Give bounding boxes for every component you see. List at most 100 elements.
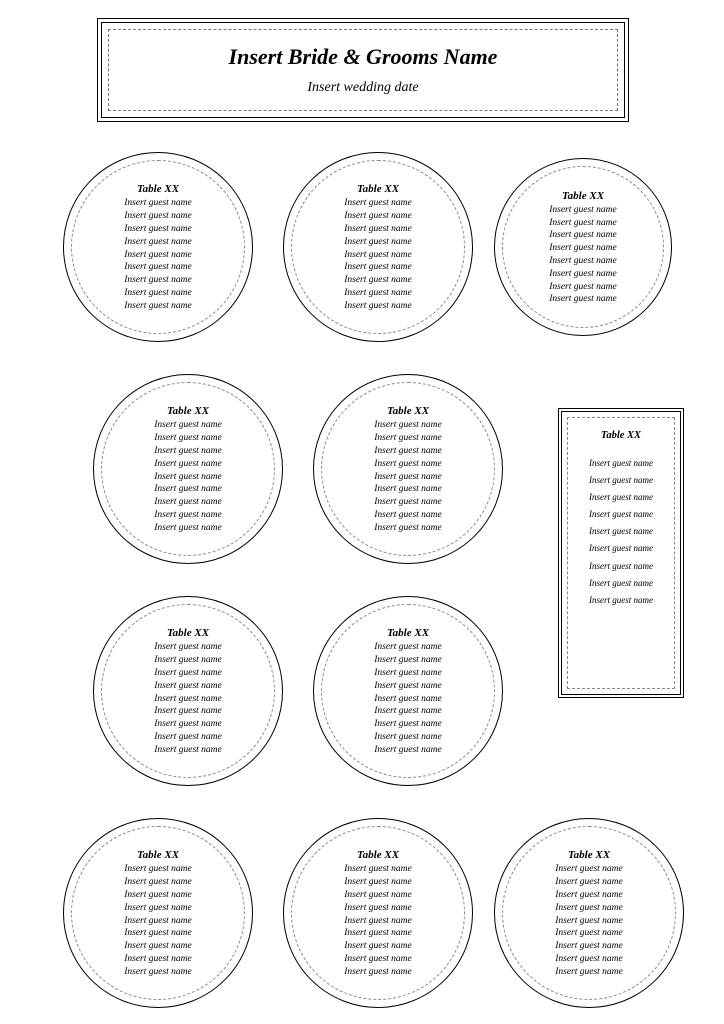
- table-title: Table XX: [387, 627, 429, 639]
- guest-name: Insert guest name: [374, 458, 442, 471]
- guest-name: Insert guest name: [154, 445, 222, 458]
- seating-table: Table XXInsert guest nameInsert guest na…: [313, 596, 503, 786]
- guest-name: Insert guest name: [344, 197, 412, 210]
- guest-name: Insert guest name: [344, 249, 412, 262]
- guest-name: Insert guest name: [124, 210, 192, 223]
- guest-name: Insert guest name: [124, 274, 192, 287]
- guest-name: Insert guest name: [124, 197, 192, 210]
- guest-name: Insert guest name: [549, 268, 617, 281]
- seating-table: Table XXInsert guest nameInsert guest na…: [313, 374, 503, 564]
- guest-name: Insert guest name: [589, 558, 653, 575]
- seating-table-rect-dash: Table XXInsert guest nameInsert guest na…: [567, 417, 675, 689]
- guest-name: Insert guest name: [589, 472, 653, 489]
- guest-name: Insert guest name: [124, 249, 192, 262]
- guest-name: Insert guest name: [124, 876, 192, 889]
- table-title: Table XX: [167, 405, 209, 417]
- guest-name: Insert guest name: [374, 654, 442, 667]
- guest-name: Insert guest name: [555, 915, 623, 928]
- guest-name: Insert guest name: [124, 902, 192, 915]
- guest-name: Insert guest name: [344, 927, 412, 940]
- guest-name: Insert guest name: [589, 575, 653, 592]
- guest-name: Insert guest name: [124, 915, 192, 928]
- guest-name: Insert guest name: [374, 445, 442, 458]
- table-title: Table XX: [137, 849, 179, 861]
- guest-name: Insert guest name: [154, 509, 222, 522]
- guest-name: Insert guest name: [124, 287, 192, 300]
- guest-name: Insert guest name: [344, 261, 412, 274]
- guest-name: Insert guest name: [374, 680, 442, 693]
- table-title: Table XX: [601, 430, 641, 441]
- guest-name: Insert guest name: [124, 236, 192, 249]
- guest-name: Insert guest name: [154, 483, 222, 496]
- table-title: Table XX: [357, 183, 399, 195]
- guest-name: Insert guest name: [374, 483, 442, 496]
- seating-table-inner: Table XXInsert guest nameInsert guest na…: [101, 382, 275, 556]
- guest-name: Insert guest name: [124, 889, 192, 902]
- guest-name: Insert guest name: [549, 293, 617, 306]
- guest-name: Insert guest name: [549, 217, 617, 230]
- seating-table-inner: Table XXInsert guest nameInsert guest na…: [321, 382, 495, 556]
- guest-name: Insert guest name: [589, 592, 653, 609]
- guest-name: Insert guest name: [124, 940, 192, 953]
- guest-name: Insert guest name: [374, 718, 442, 731]
- guest-name: Insert guest name: [589, 540, 653, 557]
- guest-name: Insert guest name: [154, 705, 222, 718]
- guest-name: Insert guest name: [154, 471, 222, 484]
- guest-name: Insert guest name: [154, 731, 222, 744]
- seating-table-inner: Table XXInsert guest nameInsert guest na…: [321, 604, 495, 778]
- guest-name: Insert guest name: [344, 915, 412, 928]
- guest-name: Insert guest name: [344, 966, 412, 979]
- guest-name: Insert guest name: [374, 667, 442, 680]
- guest-name: Insert guest name: [344, 863, 412, 876]
- seating-table: Table XXInsert guest nameInsert guest na…: [283, 152, 473, 342]
- guest-name: Insert guest name: [549, 204, 617, 217]
- guest-name: Insert guest name: [124, 927, 192, 940]
- guest-name: Insert guest name: [374, 471, 442, 484]
- guest-name: Insert guest name: [589, 489, 653, 506]
- guest-name: Insert guest name: [549, 255, 617, 268]
- seating-table-rect: Table XXInsert guest nameInsert guest na…: [558, 408, 684, 698]
- seating-table-inner: Table XXInsert guest nameInsert guest na…: [502, 166, 664, 328]
- guest-name: Insert guest name: [344, 210, 412, 223]
- guest-name: Insert guest name: [589, 506, 653, 523]
- guest-name: Insert guest name: [589, 523, 653, 540]
- guest-name: Insert guest name: [154, 693, 222, 706]
- table-title: Table XX: [387, 405, 429, 417]
- guest-name: Insert guest name: [555, 863, 623, 876]
- guest-name: Insert guest name: [344, 889, 412, 902]
- guest-name: Insert guest name: [154, 496, 222, 509]
- guest-name: Insert guest name: [154, 718, 222, 731]
- guest-name: Insert guest name: [549, 242, 617, 255]
- guest-name: Insert guest name: [124, 966, 192, 979]
- seating-table: Table XXInsert guest nameInsert guest na…: [93, 374, 283, 564]
- guest-name: Insert guest name: [124, 953, 192, 966]
- table-title: Table XX: [357, 849, 399, 861]
- guest-name: Insert guest name: [344, 300, 412, 313]
- guest-name: Insert guest name: [374, 693, 442, 706]
- guest-name: Insert guest name: [344, 236, 412, 249]
- table-title: Table XX: [167, 627, 209, 639]
- guest-name: Insert guest name: [154, 522, 222, 535]
- guest-name: Insert guest name: [154, 432, 222, 445]
- guest-name: Insert guest name: [124, 223, 192, 236]
- seating-table-inner: Table XXInsert guest nameInsert guest na…: [291, 826, 465, 1000]
- table-title: Table XX: [562, 190, 604, 202]
- guest-name: Insert guest name: [374, 744, 442, 757]
- guest-name: Insert guest name: [555, 876, 623, 889]
- guest-name: Insert guest name: [344, 287, 412, 300]
- guest-name: Insert guest name: [549, 229, 617, 242]
- table-title: Table XX: [137, 183, 179, 195]
- guest-name: Insert guest name: [154, 654, 222, 667]
- guest-name: Insert guest name: [154, 680, 222, 693]
- seating-table: Table XXInsert guest nameInsert guest na…: [494, 158, 672, 336]
- guest-name: Insert guest name: [374, 509, 442, 522]
- guest-name: Insert guest name: [555, 927, 623, 940]
- seating-table: Table XXInsert guest nameInsert guest na…: [63, 152, 253, 342]
- guest-name: Insert guest name: [374, 432, 442, 445]
- seating-table-inner: Table XXInsert guest nameInsert guest na…: [71, 826, 245, 1000]
- guest-name: Insert guest name: [124, 300, 192, 313]
- guest-name: Insert guest name: [374, 419, 442, 432]
- seating-table-inner: Table XXInsert guest nameInsert guest na…: [291, 160, 465, 334]
- guest-name: Insert guest name: [374, 522, 442, 535]
- header-dash-frame: Insert Bride & Grooms NameInsert wedding…: [108, 29, 618, 111]
